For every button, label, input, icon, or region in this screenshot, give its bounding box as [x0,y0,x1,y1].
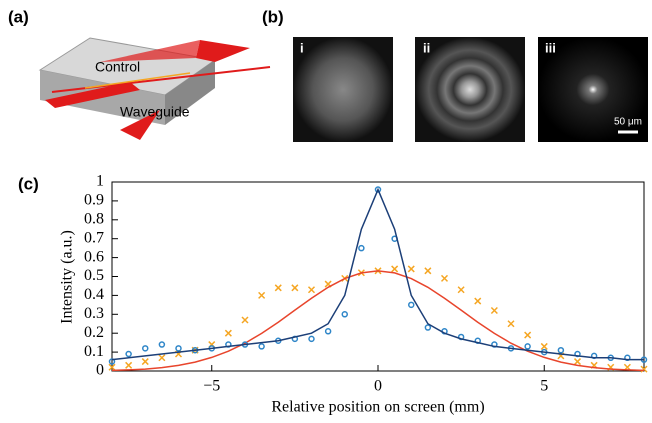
data-point [557,346,565,354]
data-point [424,267,432,275]
y-tick-label: 0.1 [84,343,104,360]
y-tick-label: 0.9 [84,192,104,209]
data-point [274,284,282,292]
data-point [324,328,332,335]
y-axis-label: Intensity (a.u.) [59,230,76,324]
data-point [507,320,515,328]
panel-label: (a) [8,7,29,26]
data-point [407,265,415,273]
data-point [125,361,133,369]
data-point [424,324,432,331]
panel-label: (c) [18,174,39,193]
image-label: i [300,40,304,55]
data-point [307,286,316,294]
x-tick-label: 0 [374,378,382,395]
data-point [391,265,399,273]
y-tick-label: 0.5 [84,267,104,284]
data-point [573,358,582,366]
image [293,37,393,142]
data-point [457,286,465,294]
data-point [474,297,482,305]
data-point [490,306,498,315]
data-point [158,354,166,362]
data-point [358,244,365,252]
data-point [440,274,449,282]
data-point [258,343,265,350]
data-point [524,331,532,339]
data-point [408,301,415,309]
image-label: ii [423,40,430,55]
y-tick-label: 0.4 [84,286,104,303]
x-tick-label: 5 [540,378,548,395]
image-label: iii [545,40,556,55]
label: Waveguide [120,104,190,120]
label: Control [95,59,140,75]
data-point [341,311,348,318]
data-point [108,363,116,371]
device-illustration [38,37,271,140]
data-point [291,284,299,292]
y-tick-label: 0.6 [84,248,104,265]
y-tick-label: 0.8 [84,210,104,227]
y-tick-label: 0.2 [84,324,104,341]
data-point [308,335,315,343]
y-tick-label: 0.3 [84,305,104,322]
image [415,37,525,142]
data-point [125,350,132,358]
y-tick-label: 1 [96,173,104,190]
data-point [540,342,548,350]
data-point [158,341,166,348]
data-point [524,343,531,350]
data-point [374,186,382,193]
plot-frame [111,181,645,372]
data-point [258,291,266,299]
image [538,37,648,142]
data-point [224,329,232,337]
data-point [142,345,149,352]
data-point [241,316,249,324]
panel-label: (b) [262,7,284,26]
fit-line [111,270,645,372]
x-axis-label: Relative position on screen (mm) [271,399,484,416]
y-tick-label: 0.7 [84,229,104,246]
x-tick-label: −5 [203,378,220,395]
fit-line [111,187,644,361]
scale-label: 50 μm [614,117,642,128]
data-point [141,358,149,366]
data-point [175,345,182,352]
y-tick-label: 0 [96,362,104,379]
